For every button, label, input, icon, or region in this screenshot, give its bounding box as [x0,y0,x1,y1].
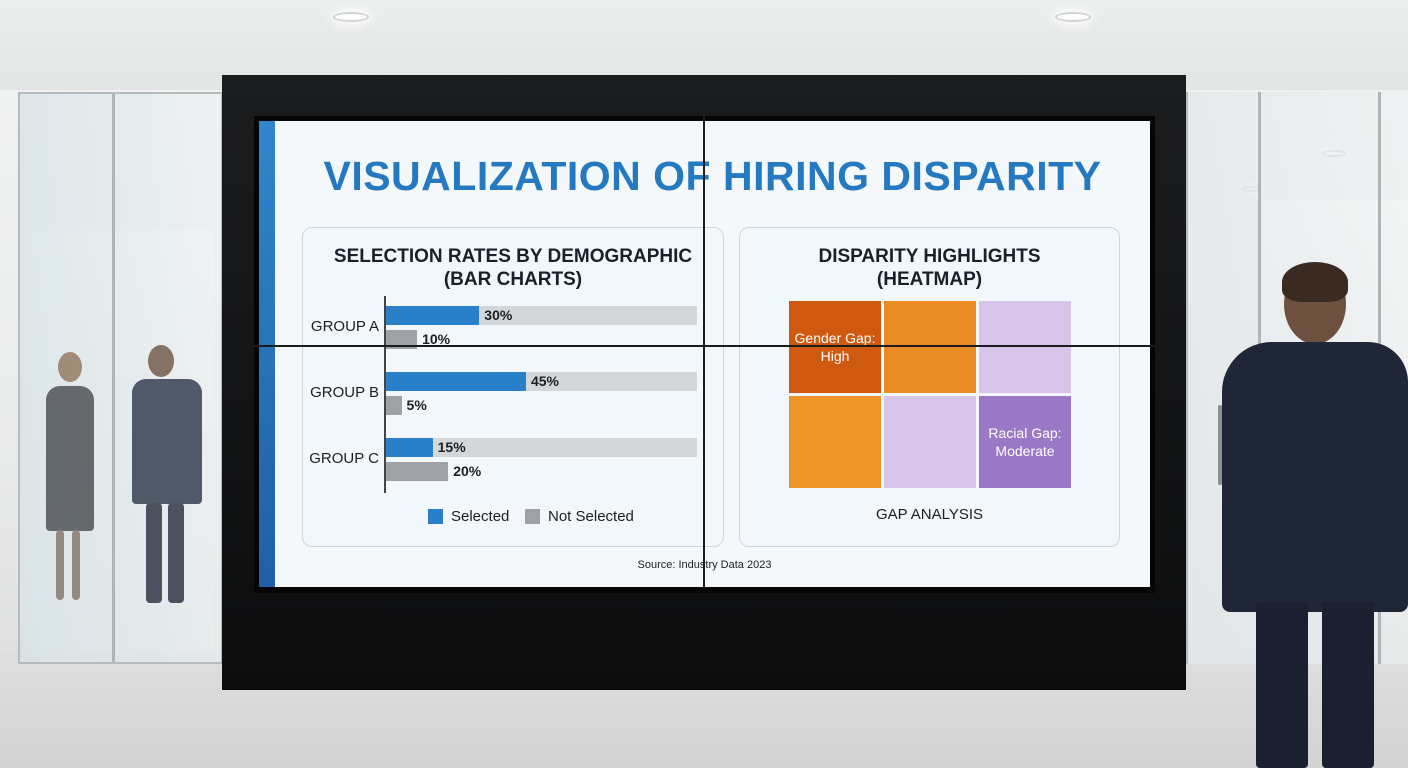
heatmap-xlabel: GAP ANALYSIS [876,506,983,523]
bar-chart-title-line1: SELECTION RATES BY DEMOGRAPHIC [333,246,693,267]
bar-chart-axis [384,296,386,493]
heatmap-title: DISPARITY HIGHLIGHTS (HEATMAP) [740,245,1119,291]
tile-seam-horizontal [254,345,1155,347]
legend-not-selected: Not Selected [525,506,634,526]
person-foreground-icon [1212,262,1408,768]
bar-value-label: 10% [422,331,451,347]
bar-not-selected [386,462,449,481]
accent-bar [259,121,275,587]
ceiling-light-icon [1055,12,1091,22]
heatmap-title-line1: DISPARITY HIGHLIGHTS [818,246,1041,267]
heatmap-title-line2: (HEATMAP) [876,269,983,290]
bar-selected [386,306,480,325]
legend-selected-label: Selected [451,507,510,525]
legend-not-selected-swatch [525,508,540,524]
heatmap-panel: DISPARITY HIGHLIGHTS (HEATMAP) Gender Ga… [739,227,1120,547]
bar-chart-title: SELECTION RATES BY DEMOGRAPHIC (BAR CHAR… [303,245,723,291]
bar-value-label: 5% [406,397,427,413]
bar-value-label: 45% [530,373,559,389]
bar-chart-panel: SELECTION RATES BY DEMOGRAPHIC (BAR CHAR… [302,227,724,547]
slide-title: VISUALIZATION OF HIRING DISPARITY [323,153,1102,199]
bar-selected [386,438,433,457]
heatmap-cell [884,396,976,488]
legend-not-selected-label: Not Selected [548,507,634,525]
bar-not-selected [386,330,418,349]
door-handle-icon [1218,405,1222,485]
bar-chart-title-line2: (BAR CHARTS) [443,269,583,290]
bar-value-label: 30% [484,307,513,323]
bar-track [386,438,697,457]
heatmap-cell: Gender Gap: High [789,301,881,393]
heatmap-cell [884,301,976,393]
legend-selected-swatch [428,508,443,524]
person-man-icon [110,345,205,610]
bar-value-label: 15% [437,439,466,455]
ceiling-light-icon [333,12,369,22]
heatmap-cell [789,396,881,488]
legend-selected: Selected [428,506,509,526]
bar-not-selected [386,396,402,415]
bar-value-label: 20% [453,463,482,479]
category-label: GROUP B [310,384,379,401]
bar-selected [386,372,526,391]
category-label: GROUP C [309,450,379,467]
glass-wall-left [18,92,223,664]
category-label: GROUP A [310,318,379,335]
heatmap-cell: Racial Gap: Moderate [979,396,1071,488]
tile-seam-vertical [703,116,705,588]
person-woman-icon [40,350,100,610]
heatmap-cell [979,301,1071,393]
